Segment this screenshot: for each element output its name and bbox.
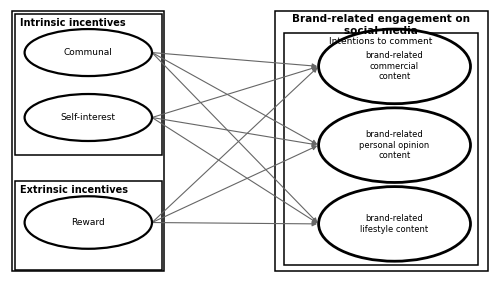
Text: Intrinsic incentives: Intrinsic incentives — [20, 18, 126, 28]
Ellipse shape — [318, 29, 470, 104]
Bar — [274, 11, 488, 271]
Text: brand-related
lifestyle content: brand-related lifestyle content — [360, 214, 428, 233]
Text: Self-interest: Self-interest — [61, 113, 116, 122]
Text: Reward: Reward — [72, 218, 105, 227]
Bar — [284, 33, 478, 265]
Bar — [15, 181, 162, 270]
Ellipse shape — [318, 187, 470, 261]
Bar — [15, 14, 162, 155]
Ellipse shape — [24, 29, 152, 76]
Text: Intentions to comment: Intentions to comment — [330, 37, 433, 45]
Text: Extrinsic incentives: Extrinsic incentives — [20, 185, 128, 195]
Ellipse shape — [24, 94, 152, 141]
Text: brand-related
commercial
content: brand-related commercial content — [366, 52, 424, 81]
Text: brand-related
personal opinion
content: brand-related personal opinion content — [360, 130, 430, 160]
Ellipse shape — [24, 196, 152, 249]
Text: Communal: Communal — [64, 48, 112, 57]
Ellipse shape — [318, 108, 470, 182]
Bar — [12, 11, 164, 271]
Text: Brand-related engagement on
social media: Brand-related engagement on social media — [292, 14, 470, 36]
